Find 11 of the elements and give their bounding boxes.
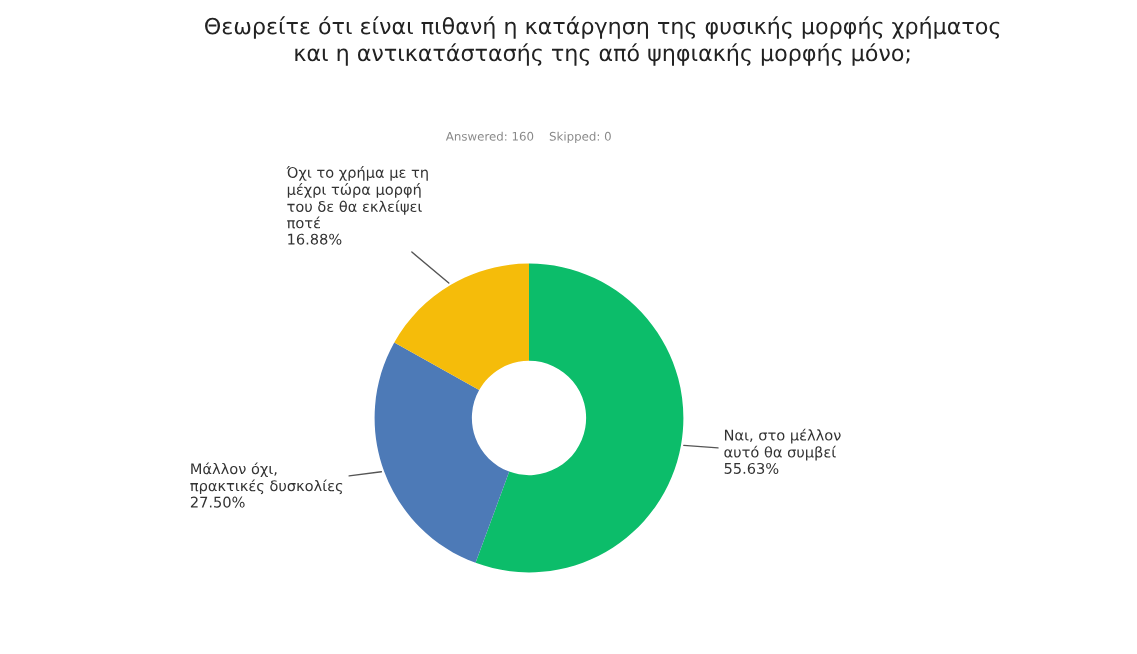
- donut-slice: [394, 263, 529, 391]
- chart-title: Θεωρείτε ότι είναι πιθανή η κατάργηση της φυσικής μορφής χρήματος και η αντικατάστασής της από ψηφιακής μορφής μόνο;: [205, 16, 1000, 66]
- data-label: 16.88%: [288, 233, 342, 245]
- data-label: 55.63%: [724, 462, 779, 474]
- donut-slice: [475, 263, 684, 573]
- slice-label: Όχι το χρήμα με τη μέχρι τώρα μορφή του δε θα εκλείψει ποτέ: [286, 166, 428, 229]
- donut-slice: [374, 342, 510, 563]
- slice-label: Μάλλον όχι, πρακτικές δυσκολίες: [190, 462, 343, 495]
- slice-label: Ναι, στο μέλλον αυτό θα συμβεί: [724, 428, 841, 461]
- chart-subtitle: Answered: 160 Skipped: 0: [445, 131, 611, 144]
- data-label: 27.50%: [190, 496, 245, 508]
